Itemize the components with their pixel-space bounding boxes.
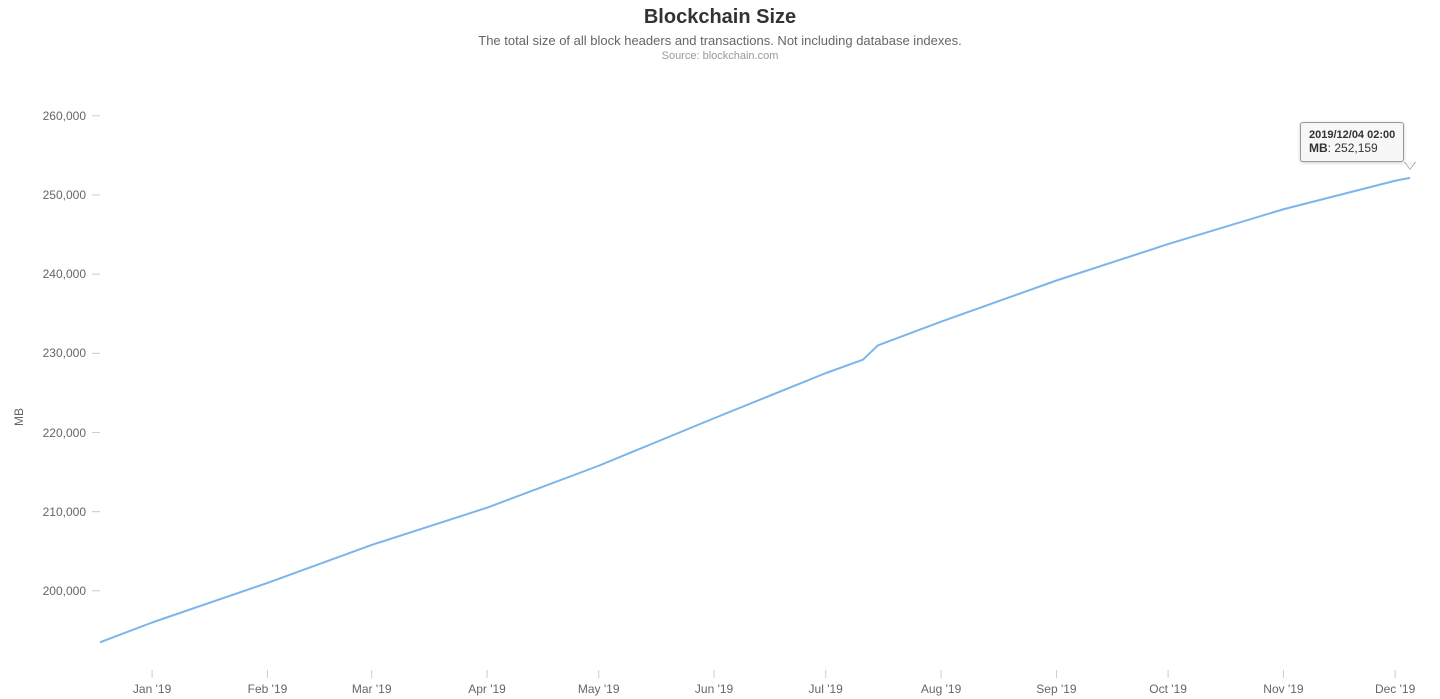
chart-plot[interactable] — [0, 0, 1440, 699]
chart-tooltip: 2019/12/04 02:00 MB: 252,159 — [1300, 122, 1404, 162]
xaxis-tick-label: Oct '19 — [1149, 682, 1187, 696]
series-line[interactable] — [100, 178, 1410, 642]
xaxis-tick-label: Apr '19 — [468, 682, 506, 696]
xaxis-tick-label: Jun '19 — [695, 682, 733, 696]
xaxis-tick-label: Sep '19 — [1036, 682, 1076, 696]
xaxis-tick-label: Dec '19 — [1375, 682, 1415, 696]
xaxis-tick-label: Jan '19 — [133, 682, 171, 696]
yaxis-tick-label: 230,000 — [0, 346, 86, 360]
xaxis-tick-label: Nov '19 — [1263, 682, 1303, 696]
yaxis-tick-label: 260,000 — [0, 109, 86, 123]
xaxis-tick-label: Feb '19 — [248, 682, 288, 696]
yaxis-tick-label: 200,000 — [0, 584, 86, 598]
xaxis-tick-label: Jul '19 — [809, 682, 843, 696]
yaxis-tick-label: 210,000 — [0, 505, 86, 519]
tooltip-value-label: MB — [1309, 141, 1328, 155]
tooltip-date: 2019/12/04 02:00 — [1309, 129, 1395, 141]
xaxis-tick-label: Mar '19 — [352, 682, 392, 696]
yaxis-tick-label: 220,000 — [0, 426, 86, 440]
yaxis-tick-label: 240,000 — [0, 267, 86, 281]
xaxis-tick-label: May '19 — [578, 682, 620, 696]
tooltip-value: 252,159 — [1334, 141, 1377, 155]
tooltip-value-row: MB: 252,159 — [1309, 141, 1395, 155]
chart-container: Blockchain Size The total size of all bl… — [0, 0, 1440, 699]
tooltip-callout-inner-icon — [1405, 162, 1415, 169]
xaxis-tick-label: Aug '19 — [921, 682, 961, 696]
yaxis-tick-label: 250,000 — [0, 188, 86, 202]
